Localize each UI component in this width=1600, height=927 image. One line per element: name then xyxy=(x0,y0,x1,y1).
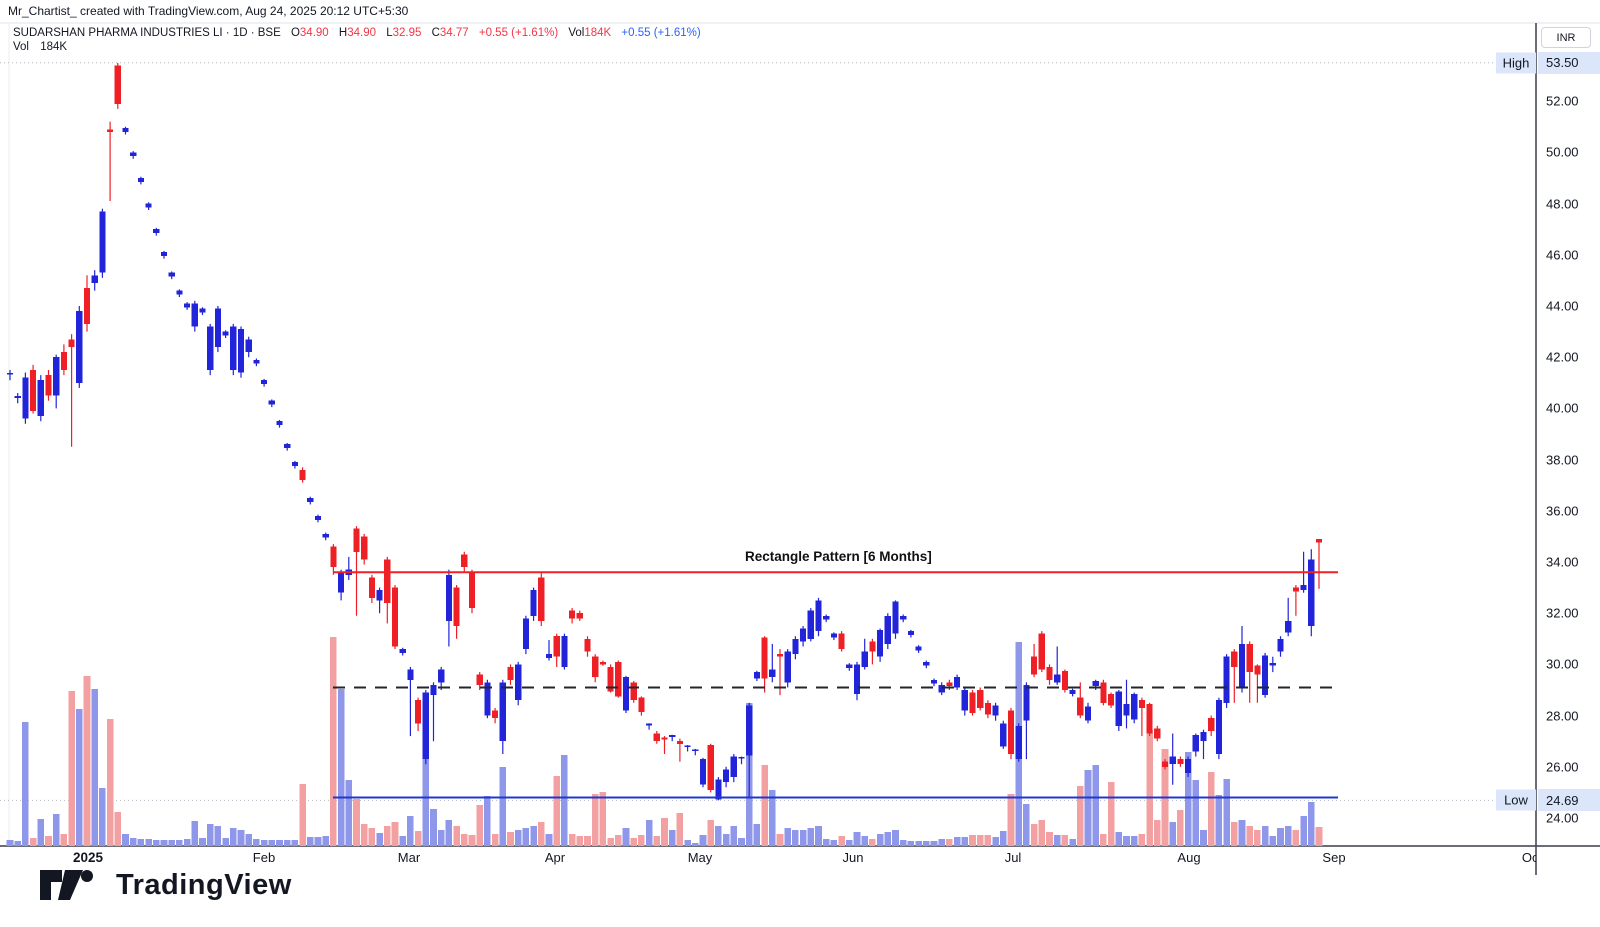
price-tick-label: 44.00 xyxy=(1546,298,1579,314)
high-value: 34.90 xyxy=(347,27,376,39)
time-axis-label: Aug xyxy=(1177,850,1201,865)
symbol-title[interactable]: SUDARSHAN PHARMA INDUSTRIES LI · 1D · BS… xyxy=(13,27,281,39)
close-value: 34.77 xyxy=(439,27,469,39)
rectangle-pattern-label[interactable]: Rectangle Pattern [6 Months] xyxy=(745,549,932,564)
open-value: 34.90 xyxy=(299,27,329,39)
price-tick-label: 28.00 xyxy=(1546,708,1579,724)
price-tick-label: 46.00 xyxy=(1546,247,1579,263)
price-tick-label: 52.00 xyxy=(1546,93,1579,109)
tradingview-logo-icon xyxy=(40,870,93,900)
price-tick-label: 24.00 xyxy=(1546,810,1579,826)
low-value: 32.95 xyxy=(392,27,422,39)
time-axis-label: Apr xyxy=(544,850,566,865)
price-tick-label: 48.00 xyxy=(1546,196,1579,212)
time-axis-label: Oct xyxy=(1521,850,1536,865)
low-label: L xyxy=(386,27,393,39)
volume-label: Vol xyxy=(568,27,585,39)
change-percent-value: +0.55 (+1.61%) xyxy=(621,27,701,39)
price-tick-label: 30.00 xyxy=(1546,656,1579,672)
low-value-badge: 24.69 xyxy=(1538,789,1600,812)
vol-row-value: 184K xyxy=(40,41,68,53)
legend-row: SUDARSHAN PHARMA INDUSTRIES LI · 1D · BS… xyxy=(13,26,701,40)
time-axis-label: Mar xyxy=(397,850,421,865)
price-tick-label: 38.00 xyxy=(1546,452,1579,468)
time-axis-label: Sep xyxy=(1322,850,1346,865)
high-value-badge: 53.50 xyxy=(1538,51,1600,74)
vol-row-label: Vol xyxy=(13,41,29,53)
close-label: C xyxy=(431,27,440,39)
change-value: +0.55 (+1.61%) xyxy=(478,27,559,39)
price-tick-label: 40.00 xyxy=(1546,400,1579,416)
time-axis-label: May xyxy=(687,850,713,865)
attribution-text: Mr_Chartist_ created with TradingView.co… xyxy=(8,4,409,18)
price-tick-label: 36.00 xyxy=(1546,503,1579,519)
price-tick-label: 50.00 xyxy=(1546,144,1579,160)
low-level-chip: Low xyxy=(1496,789,1536,811)
price-axis[interactable]: 52.00 50.00 48.00 46.00 44.00 42.00 40.00 38.00… xyxy=(1537,23,1600,847)
price-tick-label: 32.00 xyxy=(1546,605,1579,621)
time-axis[interactable]: 2025 Feb Mar Apr May Jun Jul Aug Sep Oct xyxy=(0,847,1536,871)
time-axis-label: Jun xyxy=(842,850,864,865)
price-tick-label: 34.00 xyxy=(1546,554,1579,570)
tradingview-logo[interactable]: TradingView xyxy=(38,868,292,902)
time-axis-label: 2025 xyxy=(72,850,104,865)
tradingview-logo-text: TradingView xyxy=(116,868,292,901)
time-axis-label: Feb xyxy=(252,850,276,865)
volume-value: 184K xyxy=(584,27,612,39)
currency-button[interactable]: INR xyxy=(1541,27,1591,48)
open-label: O xyxy=(290,27,300,39)
volume-legend-row: Vol 184K xyxy=(13,41,67,53)
high-label: H xyxy=(338,27,348,39)
high-level-chip: High xyxy=(1496,52,1536,74)
time-axis-label: Jul xyxy=(1004,850,1022,865)
price-tick-label: 26.00 xyxy=(1546,759,1579,775)
price-tick-label: 42.00 xyxy=(1546,349,1579,365)
